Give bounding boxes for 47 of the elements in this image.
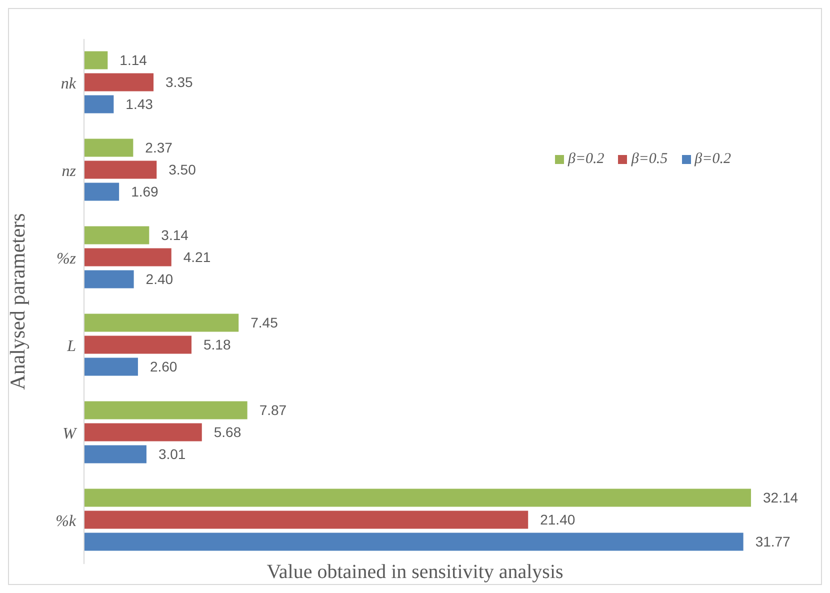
bar bbox=[84, 532, 744, 551]
y-tick-label: nz bbox=[62, 162, 77, 180]
bar bbox=[84, 73, 154, 92]
bar bbox=[84, 358, 138, 376]
data-label: 1.69 bbox=[131, 184, 159, 200]
y-tick-label: %k bbox=[56, 512, 77, 530]
bar bbox=[84, 226, 150, 244]
bar bbox=[84, 138, 134, 157]
data-label: 3.50 bbox=[168, 162, 196, 178]
bar bbox=[84, 336, 192, 354]
bar bbox=[84, 51, 108, 70]
y-tick-label: L bbox=[66, 338, 76, 355]
bar bbox=[84, 182, 120, 201]
legend-label: β=0.2 bbox=[694, 151, 731, 168]
data-label: 1.43 bbox=[126, 96, 154, 112]
bar bbox=[84, 510, 528, 529]
bar bbox=[84, 445, 146, 464]
y-tick-label: nk bbox=[60, 75, 77, 92]
bar bbox=[84, 95, 114, 114]
bar bbox=[84, 270, 134, 288]
legend-label: β=0.5 bbox=[631, 151, 668, 168]
bar bbox=[84, 314, 239, 332]
data-label: 5.68 bbox=[214, 424, 242, 440]
data-label: 4.21 bbox=[183, 249, 211, 266]
data-label: 7.45 bbox=[250, 314, 278, 331]
data-label: 21.40 bbox=[540, 512, 576, 528]
x-axis-title: Value obtained in sensitivity analysis bbox=[266, 561, 564, 584]
data-label: 32.14 bbox=[763, 490, 798, 506]
bar bbox=[84, 423, 202, 442]
data-label: 5.18 bbox=[204, 336, 231, 353]
bar bbox=[84, 160, 157, 179]
data-label: 7.87 bbox=[259, 402, 287, 418]
data-label: 31.77 bbox=[755, 534, 791, 550]
bar bbox=[84, 488, 751, 507]
data-label: 1.14 bbox=[120, 52, 148, 68]
bar bbox=[84, 248, 172, 266]
data-label: 2.60 bbox=[150, 358, 178, 375]
data-label: 3.35 bbox=[166, 74, 193, 90]
data-label: 3.14 bbox=[161, 227, 189, 244]
y-tick-label: %z bbox=[56, 250, 77, 268]
data-label: 2.37 bbox=[145, 140, 173, 156]
y-tick-label: W bbox=[62, 425, 78, 442]
data-label: 2.40 bbox=[146, 271, 174, 288]
legend-label: β=0.2 bbox=[568, 151, 604, 168]
y-axis-title: Analysed parameters bbox=[5, 213, 30, 390]
bar bbox=[84, 401, 248, 420]
data-label: 3.01 bbox=[158, 446, 186, 462]
